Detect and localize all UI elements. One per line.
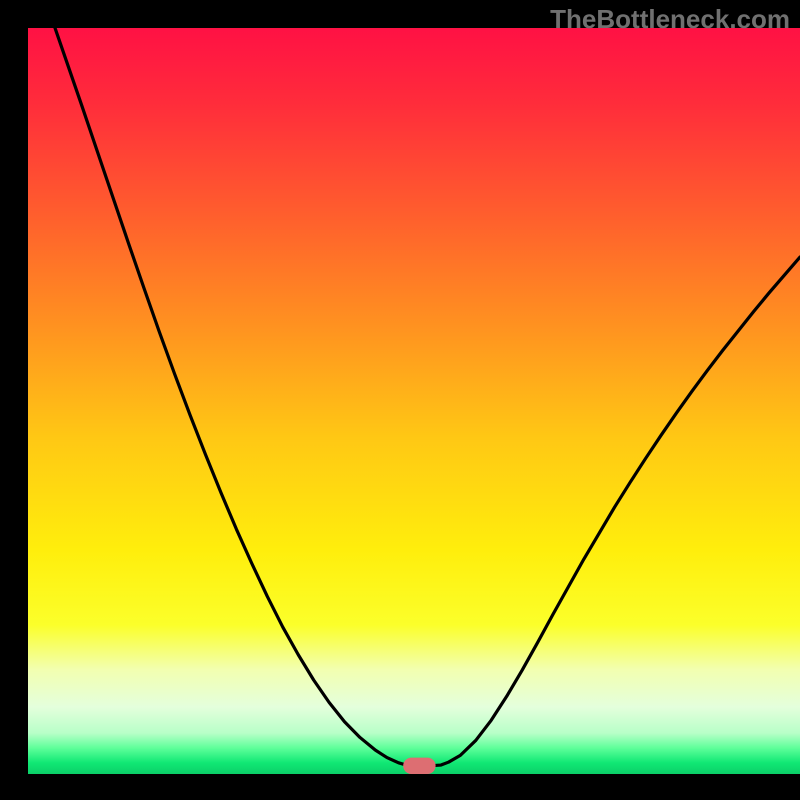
plot-svg (28, 28, 800, 774)
chart-container: { "type": "line", "watermark": { "text":… (0, 0, 800, 800)
watermark-label: TheBottleneck.com (550, 4, 790, 35)
optimum-marker (403, 758, 435, 774)
plot-area (28, 28, 800, 774)
